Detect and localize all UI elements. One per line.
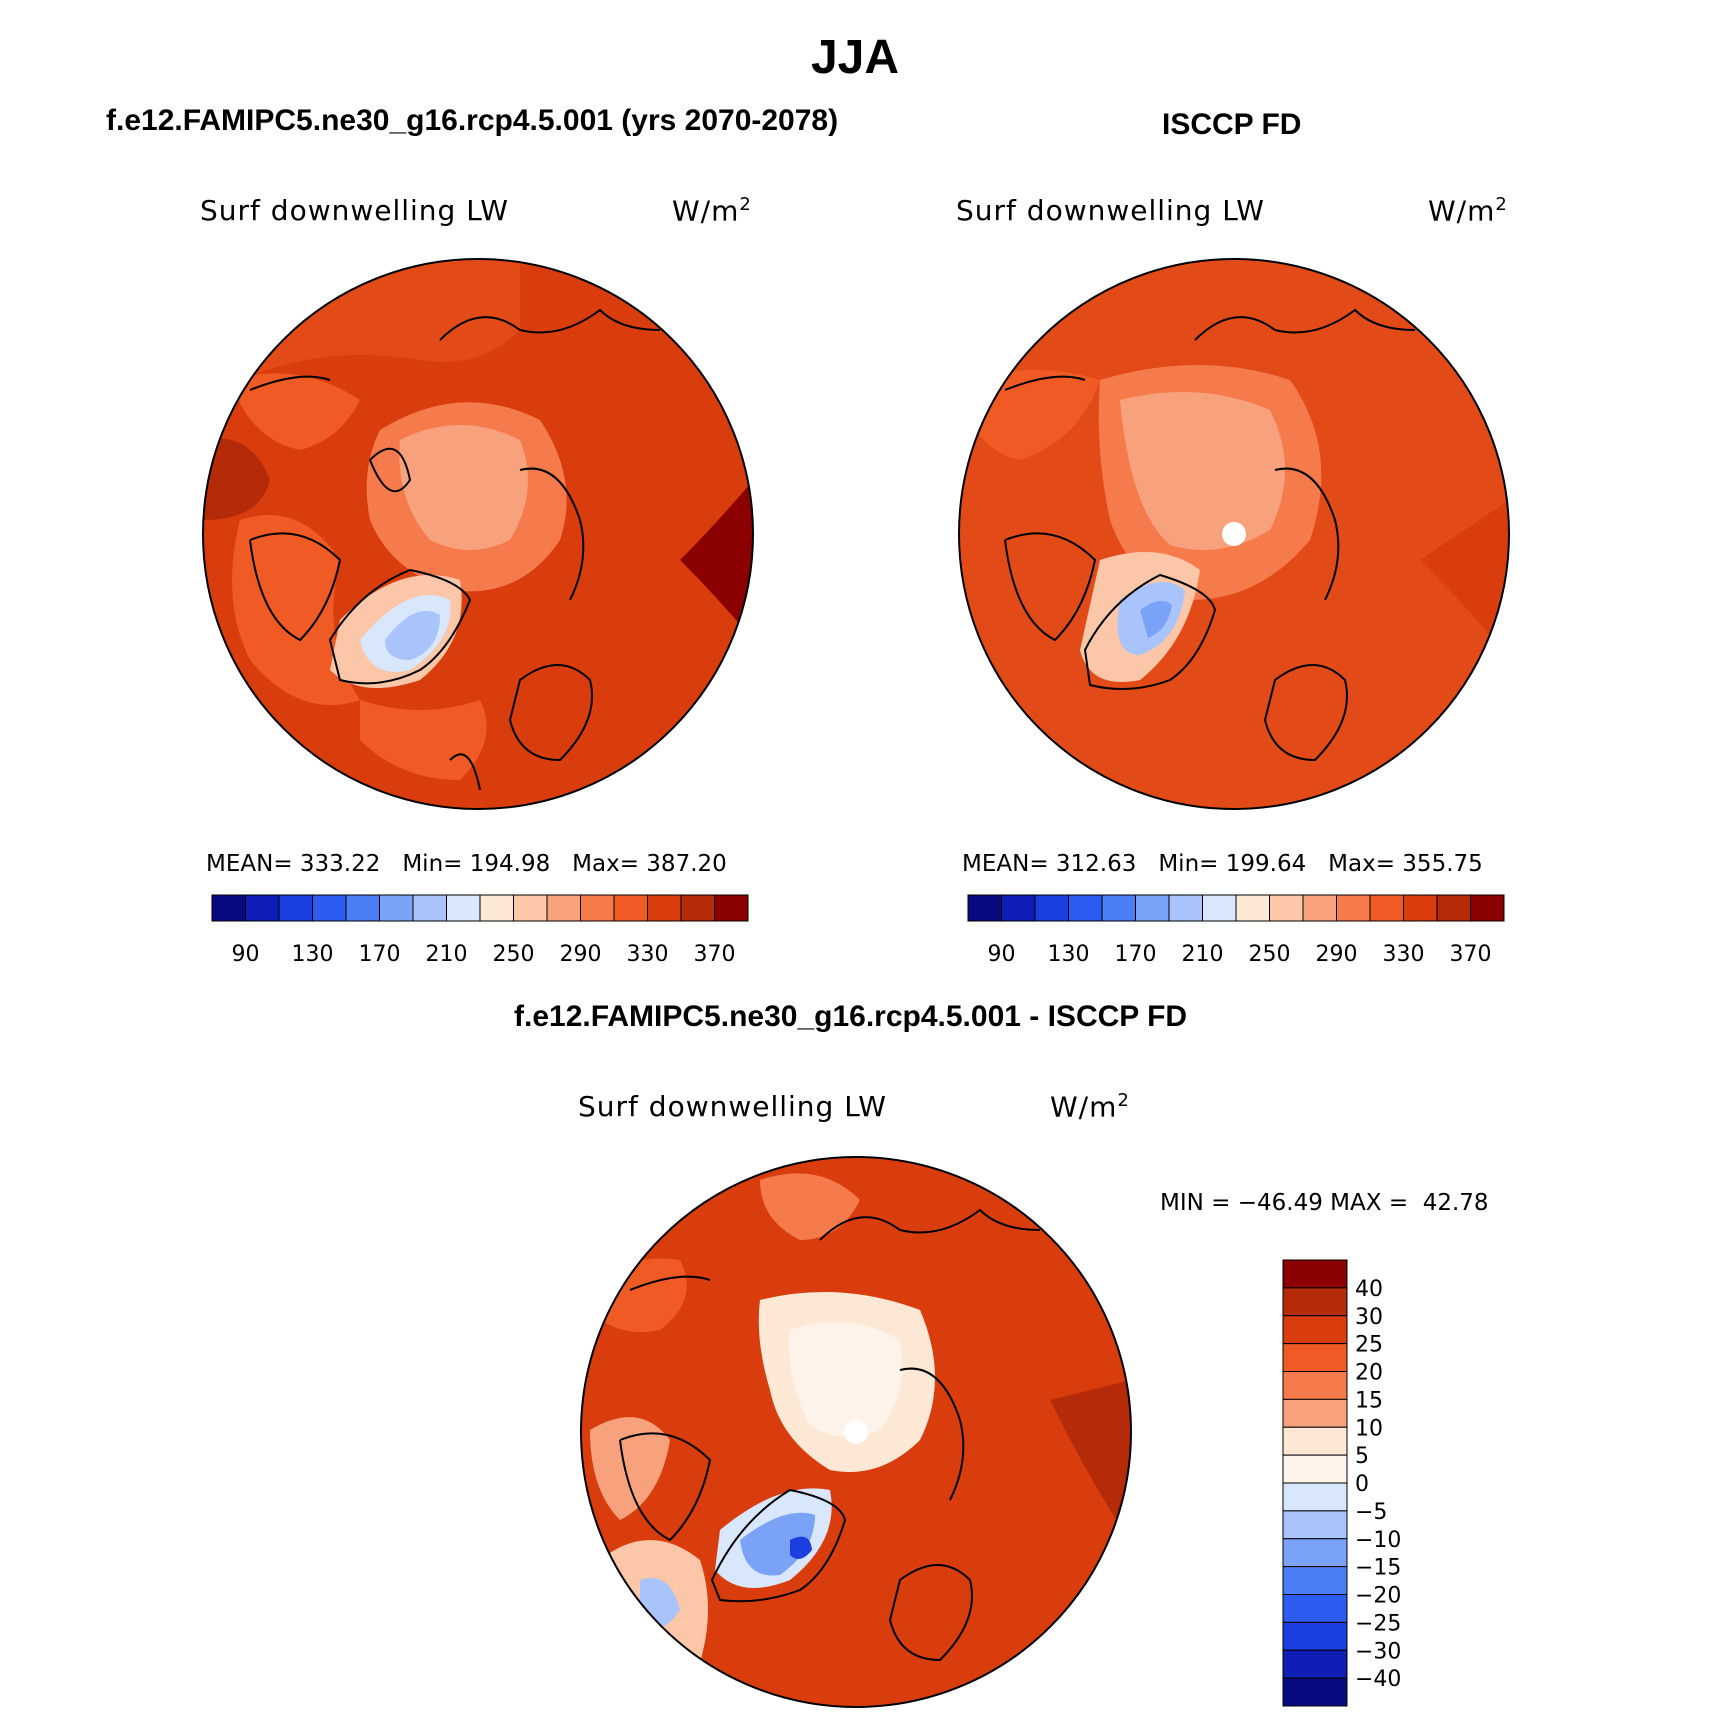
colorbar-swatch — [1282, 1510, 1348, 1540]
colorbar-tick-label: 210 — [1182, 942, 1224, 967]
colorbar-tick-label: 25 — [1355, 1333, 1383, 1358]
colorbar-swatch — [1282, 1371, 1348, 1400]
panel-2-title: ISCCP FD — [1162, 108, 1302, 141]
colorbar-tick-label: −15 — [1355, 1556, 1401, 1581]
panel-1-map — [202, 258, 754, 810]
colorbar-swatch — [1282, 1566, 1348, 1595]
colorbar-swatch — [647, 894, 682, 922]
colorbar-swatch — [446, 894, 481, 922]
colorbar-tick-label: 20 — [1355, 1361, 1383, 1386]
panel-1-stats: MEAN= 333.22 Min= 194.98 Max= 387.20 — [206, 851, 727, 877]
colorbar-tick-label: 290 — [1316, 942, 1358, 967]
colorbar-swatch — [1135, 894, 1170, 922]
colorbar-swatch — [1282, 1259, 1348, 1289]
colorbar-swatch — [1282, 1677, 1348, 1707]
colorbar-tick-label: 130 — [1048, 942, 1090, 967]
colorbar-swatch — [1336, 894, 1371, 922]
panel-1-units-label: W/m2 — [672, 194, 752, 228]
colorbar-tick-label: 290 — [560, 942, 602, 967]
panel-2-stats: MEAN= 312.63 Min= 199.64 Max= 355.75 — [962, 851, 1483, 877]
colorbar-tick-label: 210 — [426, 942, 468, 967]
colorbar-swatch — [1282, 1398, 1348, 1428]
panel-2-colorbar: 90 130 170 210 250 290 330 370 — [967, 894, 1505, 967]
colorbar-swatch — [1470, 894, 1505, 922]
colorbar-swatch — [479, 894, 514, 922]
colorbar-tick-label: 90 — [988, 942, 1016, 967]
colorbar-tick-label: 30 — [1355, 1305, 1383, 1330]
panel-1-title: f.e12.FAMIPC5.ne30_g16.rcp4.5.001 (yrs 2… — [106, 104, 839, 137]
colorbar-swatch — [1282, 1538, 1348, 1568]
colorbar-tick-label: −30 — [1355, 1639, 1401, 1664]
colorbar-swatch — [1282, 1594, 1348, 1623]
colorbar-tick-label: 130 — [292, 942, 334, 967]
colorbar-tick-label: 370 — [694, 942, 736, 967]
colorbar-tick-label: −10 — [1355, 1528, 1401, 1553]
colorbar-swatch — [1235, 894, 1270, 922]
colorbar-swatch — [1302, 894, 1337, 922]
colorbar-swatch — [1282, 1343, 1348, 1372]
colorbar-swatch — [1282, 1426, 1348, 1456]
panel-3-map — [580, 1156, 1132, 1708]
colorbar-swatch — [1101, 894, 1136, 922]
colorbar-tick-label: 250 — [493, 942, 535, 967]
colorbar-tick-label: 0 — [1355, 1472, 1369, 1497]
colorbar-tick-label: 15 — [1355, 1388, 1383, 1413]
colorbar-swatch — [278, 894, 313, 922]
colorbar-swatch — [1068, 894, 1103, 922]
colorbar-swatch — [1282, 1454, 1348, 1484]
colorbar-swatch — [312, 894, 347, 922]
colorbar-tick-label: 10 — [1355, 1416, 1383, 1441]
panel-3-units-label: W/m2 — [1050, 1090, 1130, 1124]
panel-3-stats: MIN = −46.49 MAX = 42.78 — [1160, 1190, 1489, 1216]
colorbar-swatch — [580, 894, 615, 922]
colorbar-tick-label: 250 — [1249, 942, 1291, 967]
colorbar-tick-label: 5 — [1355, 1444, 1369, 1469]
colorbar-swatch — [1282, 1482, 1348, 1512]
colorbar-swatch — [1282, 1287, 1348, 1317]
colorbar-tick-label: −25 — [1355, 1611, 1401, 1636]
colorbar-swatch — [513, 894, 548, 922]
colorbar-swatch — [211, 894, 246, 922]
colorbar-swatch — [1001, 894, 1036, 922]
panel-3-title: f.e12.FAMIPC5.ne30_g16.rcp4.5.001 - ISCC… — [514, 1000, 1188, 1033]
colorbar-swatch — [412, 894, 447, 922]
panel-3-variable-label: Surf downwelling LW — [578, 1090, 887, 1123]
colorbar-swatch — [1282, 1649, 1348, 1679]
colorbar-swatch — [613, 894, 648, 922]
colorbar-tick-label: 170 — [359, 942, 401, 967]
colorbar-swatch — [1202, 894, 1237, 922]
panel-2-units-label: W/m2 — [1428, 194, 1508, 228]
colorbar-tick-label: −40 — [1355, 1667, 1401, 1692]
colorbar-tick-label: 330 — [627, 942, 669, 967]
colorbar-tick-label: 170 — [1115, 942, 1157, 967]
colorbar-swatch — [1269, 894, 1304, 922]
colorbar-tick-label: 330 — [1383, 942, 1425, 967]
colorbar-swatch — [546, 894, 581, 922]
colorbar-tick-label: 40 — [1355, 1277, 1383, 1302]
colorbar-tick-label: −5 — [1355, 1500, 1387, 1525]
colorbar-tick-label: 370 — [1450, 942, 1492, 967]
colorbar-swatch — [714, 894, 749, 922]
colorbar-swatch — [1282, 1621, 1348, 1651]
colorbar-swatch — [1168, 894, 1203, 922]
colorbar-tick-label: 90 — [232, 942, 260, 967]
main-title: JJA — [810, 31, 900, 84]
colorbar-tick-label: −20 — [1355, 1584, 1401, 1609]
panel-1-colorbar: 90 130 170 210 250 290 330 370 — [211, 894, 749, 967]
colorbar-swatch — [1403, 894, 1438, 922]
panel-2-variable-label: Surf downwelling LW — [956, 194, 1265, 227]
colorbar-swatch — [680, 894, 715, 922]
panel-2-map — [958, 258, 1510, 810]
colorbar-swatch — [245, 894, 280, 922]
colorbar-swatch — [1034, 894, 1069, 922]
colorbar-swatch — [967, 894, 1002, 922]
colorbar-swatch — [1282, 1315, 1348, 1345]
colorbar-swatch — [345, 894, 380, 922]
colorbar-swatch — [379, 894, 414, 922]
colorbar-swatch — [1369, 894, 1404, 922]
colorbar-swatch — [1436, 894, 1471, 922]
panel-1-variable-label: Surf downwelling LW — [200, 194, 509, 227]
